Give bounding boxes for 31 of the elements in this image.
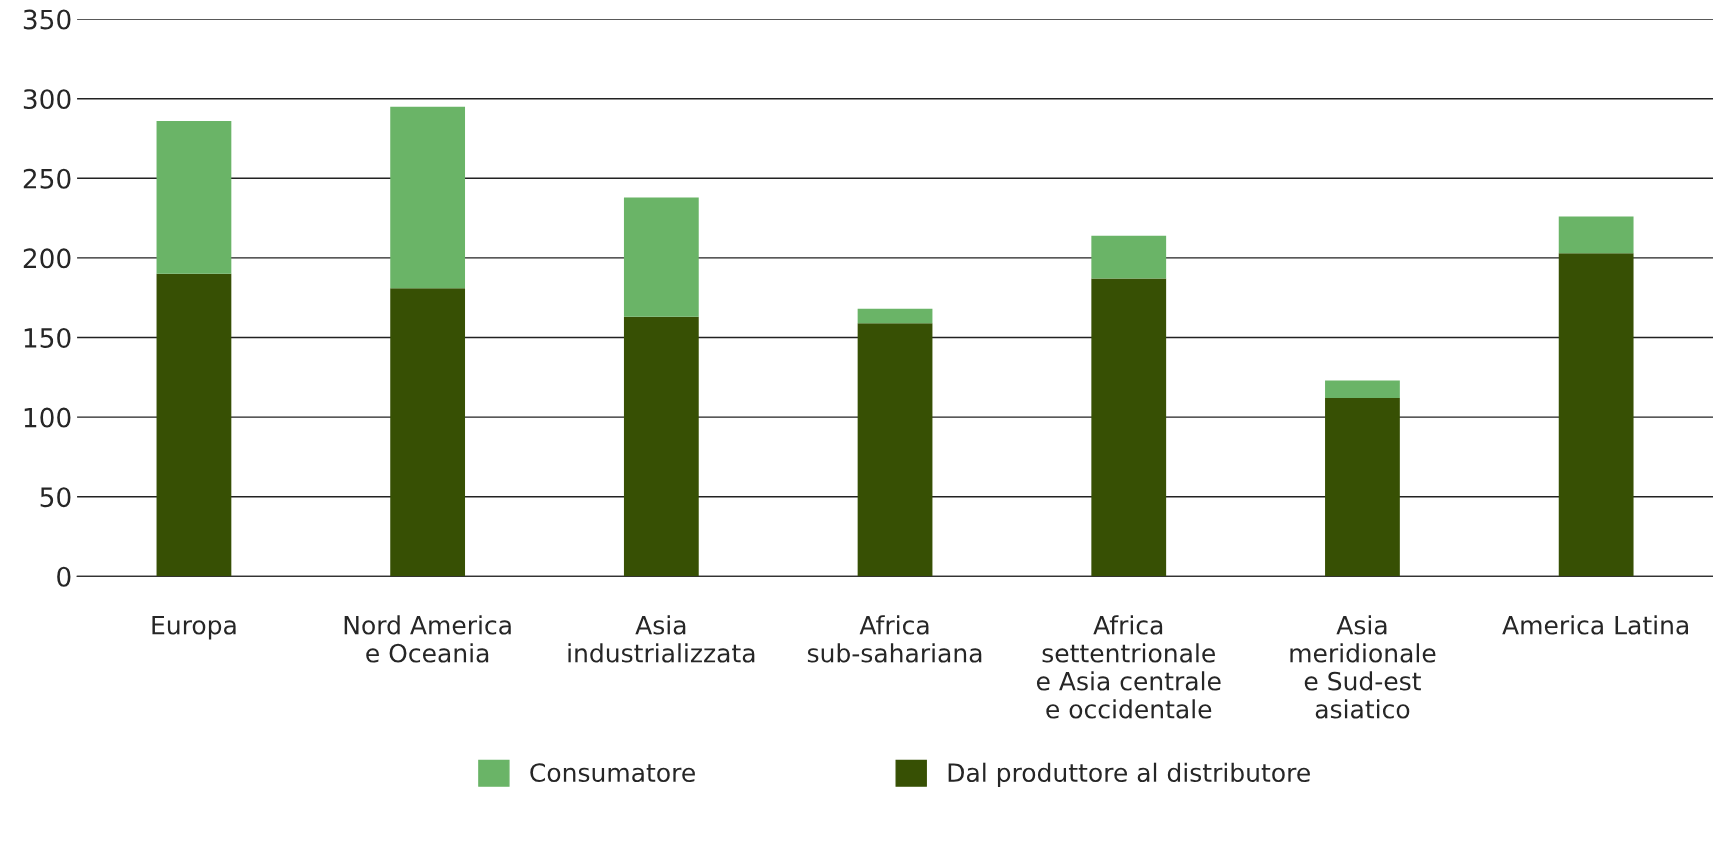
x-tick-label: Asia industrializzata	[568, 615, 755, 663]
bar	[623, 316, 699, 577]
y-tick-label: 0	[57, 566, 71, 587]
y-tick-label: 300	[23, 89, 71, 110]
x-tick-label: America Latina	[1502, 615, 1688, 635]
bar	[156, 273, 232, 577]
y-tick-label: 350	[23, 9, 71, 30]
bar	[390, 288, 466, 577]
bar	[857, 308, 933, 324]
bar	[156, 120, 232, 274]
x-tick-label: Nord America e Oceania	[344, 615, 511, 663]
bar	[1558, 253, 1634, 577]
bar	[390, 106, 466, 289]
legend-label: Consumatore	[530, 763, 695, 783]
y-tick-label: 150	[24, 327, 71, 348]
legend-label: Dal produttore al distributore	[948, 762, 1310, 787]
x-tick-label: Europa	[152, 616, 236, 640]
bar	[1091, 278, 1167, 577]
bar	[1091, 235, 1167, 279]
y-tick-label: 50	[40, 487, 71, 508]
y-tick-label: 200	[23, 248, 71, 269]
x-tick-label: Africa sub-sahariana	[807, 615, 982, 663]
x-tick-label: Asia meridionale e Sud-est asiatico	[1290, 615, 1436, 719]
y-tick-label: 100	[24, 407, 71, 428]
y-tick-label: 250	[23, 168, 71, 189]
bar	[857, 323, 933, 577]
x-tick-label: Africa settentrionale e Asia centrale e occidentale	[1036, 615, 1221, 719]
bar	[623, 197, 699, 317]
bar	[1325, 398, 1400, 577]
bar	[1558, 216, 1634, 254]
bar	[1325, 380, 1400, 399]
